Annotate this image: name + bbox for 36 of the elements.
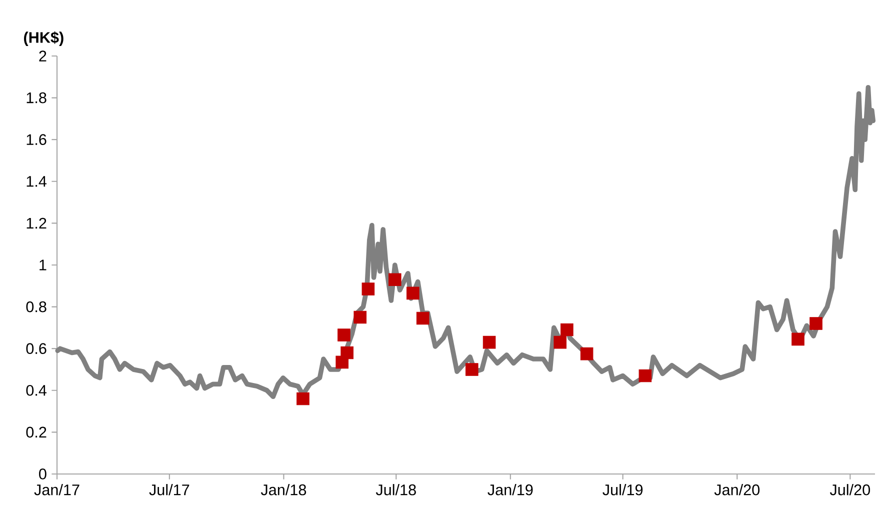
y-axis-title: (HK$) (24, 31, 64, 46)
y-tick-label: 1.4 (26, 176, 47, 187)
y-tick-label: 0 (39, 468, 46, 480)
x-tick-label: Jan/17 (34, 484, 80, 496)
y-tick-label: 1 (40, 260, 46, 270)
point (338, 328, 350, 342)
point (638, 369, 652, 382)
point (560, 323, 574, 336)
x-tick-label: Jan/20 (714, 484, 760, 496)
point (340, 346, 354, 360)
x-tick-label: Jul/17 (149, 484, 190, 496)
point (416, 312, 430, 325)
y-tick-label: 0.2 (26, 426, 46, 438)
x-tick-label: Jul/19 (602, 484, 643, 496)
x-tick-label: Jul/18 (376, 484, 416, 496)
point (466, 363, 478, 376)
y-tick-label: 2 (39, 50, 46, 62)
y-tick-label: 1.8 (26, 92, 46, 104)
point (810, 317, 822, 330)
point (792, 332, 804, 346)
point (482, 336, 496, 349)
y-tick-label: 0.6 (26, 343, 46, 354)
x-tick-label: Jul/20 (830, 484, 870, 496)
y-tick-label: 0.8 (26, 301, 46, 312)
point (296, 392, 310, 406)
y-tick-label: 1.6 (26, 134, 46, 146)
point (554, 336, 567, 349)
point (406, 286, 420, 300)
x-tick-label: Jan/19 (488, 484, 533, 496)
x-tick-label: Jan/18 (260, 484, 306, 496)
y-tick-label: 0.4 (26, 384, 47, 396)
point (580, 347, 594, 360)
point (362, 282, 375, 296)
y-tick-label: 1.2 (26, 218, 46, 229)
point (354, 310, 367, 324)
point (388, 273, 402, 286)
